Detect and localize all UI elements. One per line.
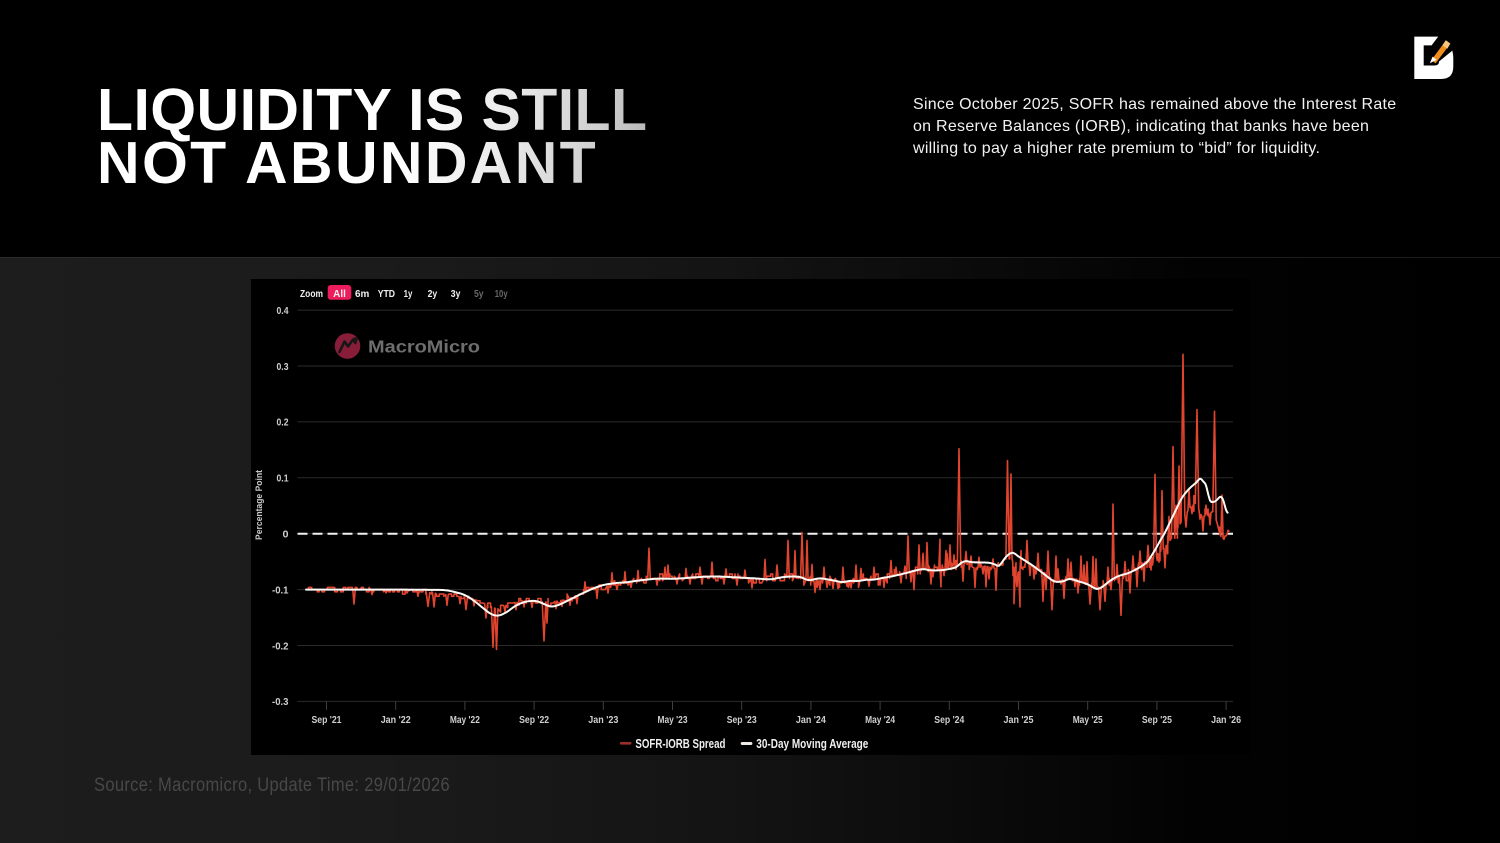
- svg-text:2y: 2y: [428, 288, 438, 300]
- svg-text:Sep '22: Sep '22: [519, 714, 549, 726]
- svg-text:1y: 1y: [404, 288, 413, 300]
- svg-text:0.1: 0.1: [277, 473, 289, 485]
- svg-text:Sep '25: Sep '25: [1142, 714, 1172, 726]
- svg-text:Sep '21: Sep '21: [312, 714, 342, 726]
- svg-text:May '24: May '24: [865, 714, 895, 726]
- svg-text:May '23: May '23: [658, 714, 688, 726]
- svg-text:YTD: YTD: [378, 288, 396, 300]
- svg-text:0.4: 0.4: [277, 305, 289, 317]
- svg-text:10y: 10y: [495, 288, 508, 300]
- svg-text:0.3: 0.3: [277, 361, 289, 373]
- svg-text:Jan '23: Jan '23: [588, 714, 618, 726]
- svg-text:May '25: May '25: [1073, 714, 1103, 726]
- svg-text:6m: 6m: [355, 288, 369, 300]
- svg-text:0.2: 0.2: [277, 417, 289, 429]
- svg-text:Jan '24: Jan '24: [796, 714, 826, 726]
- svg-text:Zoom: Zoom: [300, 288, 323, 300]
- svg-text:0: 0: [283, 529, 289, 541]
- svg-text:Jan '25: Jan '25: [1004, 714, 1034, 726]
- svg-text:Jan '26: Jan '26: [1211, 714, 1241, 726]
- svg-text:-0.2: -0.2: [272, 640, 289, 652]
- svg-text:Jan '22: Jan '22: [381, 714, 411, 726]
- svg-text:-0.1: -0.1: [272, 584, 289, 596]
- svg-text:5y: 5y: [474, 288, 484, 300]
- svg-text:30-Day Moving Average: 30-Day Moving Average: [756, 737, 868, 751]
- svg-text:All: All: [333, 288, 346, 300]
- svg-text:-0.3: -0.3: [272, 696, 289, 708]
- svg-text:Sep '24: Sep '24: [934, 714, 964, 726]
- svg-text:3y: 3y: [451, 288, 461, 300]
- svg-text:Sep '23: Sep '23: [727, 714, 757, 726]
- svg-text:MacroMicro: MacroMicro: [368, 336, 480, 356]
- svg-text:SOFR-IORB Spread: SOFR-IORB Spread: [635, 737, 725, 751]
- svg-text:Percentage Point: Percentage Point: [254, 470, 264, 540]
- svg-text:May '22: May '22: [450, 714, 480, 726]
